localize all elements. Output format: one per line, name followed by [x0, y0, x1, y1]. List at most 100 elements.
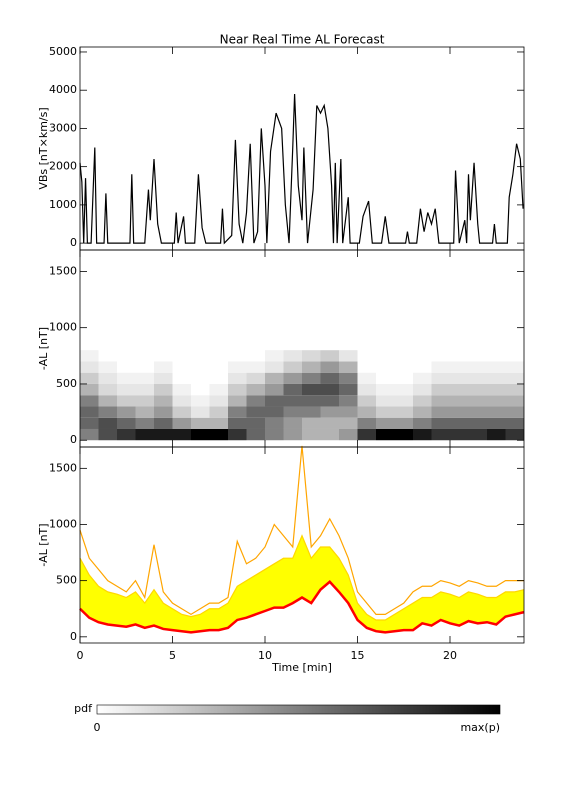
x-tick-label: 5: [169, 649, 176, 662]
heatmap-cell: [191, 361, 210, 373]
heatmap-cell: [228, 350, 247, 362]
heatmap-cell: [154, 361, 173, 373]
heatmap-cell: [357, 350, 376, 362]
heatmap-cell: [505, 406, 524, 418]
heatmap-cell: [135, 428, 154, 441]
heatmap-cell: [209, 383, 228, 396]
y-tick-label: 0: [70, 433, 77, 446]
heatmap-cell: [209, 417, 228, 429]
heatmap-cell: [98, 428, 117, 441]
heatmap-cell: [376, 406, 395, 418]
heatmap-cell: [487, 383, 506, 396]
heatmap-cell: [80, 417, 99, 429]
heatmap-cell: [394, 383, 413, 396]
heatmap-cell: [191, 406, 210, 418]
heatmap-cell: [172, 406, 191, 418]
heatmap-cell: [505, 417, 524, 429]
heatmap-cell: [505, 383, 524, 396]
heatmap-cell: [246, 372, 265, 384]
heatmap-cell: [450, 383, 469, 396]
heatmap-cell: [117, 361, 136, 373]
heatmap-cell: [431, 395, 450, 407]
heatmap-cell: [209, 361, 228, 373]
heatmap-cell: [468, 350, 487, 362]
heatmap-cell: [357, 417, 376, 429]
y-axis-label: -AL [nT]: [37, 327, 50, 370]
heatmap-cell: [302, 372, 321, 384]
heatmap-cell: [80, 395, 99, 407]
heatmap-cell: [283, 383, 302, 396]
heatmap-cell: [339, 350, 358, 362]
heatmap-cell: [283, 372, 302, 384]
heatmap-cell: [246, 428, 265, 441]
data-line: [79, 445, 524, 616]
heatmap-cell: [228, 428, 247, 441]
heatmap-cell: [487, 361, 506, 373]
heatmap-cell: [357, 372, 376, 384]
heatmap-cell: [468, 417, 487, 429]
heatmap-cell: [154, 417, 173, 429]
heatmap-cell: [265, 383, 284, 396]
heatmap-cell: [228, 372, 247, 384]
heatmap-cell: [117, 428, 136, 441]
heatmap-cell: [320, 361, 339, 373]
heatmap-cell: [339, 417, 358, 429]
x-axis-label: Time [min]: [271, 661, 332, 674]
heatmap-cell: [209, 428, 228, 441]
heatmap-cell: [154, 395, 173, 407]
heatmap-cell: [302, 383, 321, 396]
heatmap-cell: [413, 417, 432, 429]
x-tick-label: 15: [351, 649, 365, 662]
y-tick-label: 0: [70, 236, 77, 249]
heatmap-cell: [357, 428, 376, 441]
heatmap-cell: [246, 417, 265, 429]
heatmap-cell: [357, 361, 376, 373]
heatmap-cell: [209, 395, 228, 407]
heatmap-cell: [487, 428, 506, 441]
heatmap-cell: [135, 395, 154, 407]
heatmap-cell: [135, 417, 154, 429]
heatmap-cell: [98, 350, 117, 362]
colorbar-min: 0: [94, 721, 101, 734]
heatmap-cell: [320, 417, 339, 429]
heatmap-cell: [265, 417, 284, 429]
heatmap-cell: [302, 395, 321, 407]
y-tick-label: 3000: [49, 121, 77, 134]
heatmap-cell: [172, 395, 191, 407]
heatmap-cell: [172, 372, 191, 384]
heatmap-cell: [339, 383, 358, 396]
heatmap-cell: [172, 361, 191, 373]
heatmap-cell: [302, 361, 321, 373]
heatmap-cell: [154, 428, 173, 441]
heatmap-cell: [191, 372, 210, 384]
y-tick-label: 1500: [49, 264, 77, 277]
heatmap-cell: [228, 406, 247, 418]
heatmap-cell: [505, 372, 524, 384]
heatmap-cell: [376, 383, 395, 396]
heatmap-cell: [468, 361, 487, 373]
heatmap-cell: [487, 406, 506, 418]
heatmap-cell: [431, 406, 450, 418]
heatmap-cell: [376, 428, 395, 441]
heatmap-cell: [191, 428, 210, 441]
heatmap-cell: [98, 361, 117, 373]
heatmap-cell: [117, 350, 136, 362]
heatmap-cell: [283, 361, 302, 373]
heatmap-cell: [80, 428, 99, 441]
heatmap-cell: [339, 428, 358, 441]
y-tick-label: 0: [70, 630, 77, 643]
heatmap-cell: [450, 395, 469, 407]
heatmap-cell: [80, 361, 99, 373]
heatmap-cell: [117, 395, 136, 407]
heatmap-cell: [283, 417, 302, 429]
heatmap-cell: [80, 406, 99, 418]
heatmap-cell: [450, 406, 469, 418]
heatmap-cell: [320, 428, 339, 441]
heatmap-cell: [283, 406, 302, 418]
heatmap-cell: [487, 417, 506, 429]
chart-title: Near Real Time AL Forecast: [220, 33, 385, 47]
heatmap-cell: [302, 350, 321, 362]
colorbar: [96, 704, 501, 715]
colorbar-label: pdf: [74, 702, 93, 715]
heatmap-cell: [135, 361, 154, 373]
